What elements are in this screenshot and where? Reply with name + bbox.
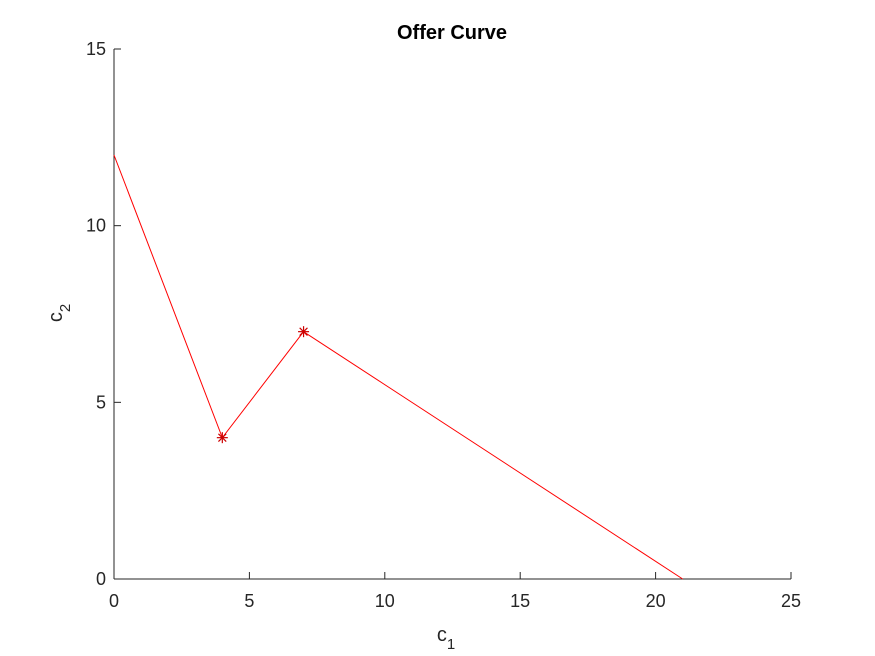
x-axis-label: c1: [437, 624, 455, 653]
y-axis-label: c2: [45, 304, 74, 322]
x-tick-label: 25: [781, 591, 801, 611]
marker-layer: [216, 326, 310, 444]
x-axis-label-subscript: 1: [447, 636, 455, 653]
y-ticks: 0 5 10 15: [86, 39, 121, 589]
x-tick-label: 0: [109, 591, 119, 611]
x-tick-label: 10: [375, 591, 395, 611]
x-tick-label: 15: [510, 591, 530, 611]
chart-title: Offer Curve: [397, 22, 507, 44]
data-point-marker: [298, 326, 310, 338]
y-axis-label-base: c: [45, 312, 67, 322]
data-point-marker: [216, 432, 228, 444]
axes: [113, 49, 791, 580]
marker-stroke: [299, 327, 308, 336]
y-tick-label: 5: [96, 392, 106, 412]
y-axis-label-group: c2: [45, 304, 74, 322]
y-tick-label: 0: [96, 569, 106, 589]
series-layer: [113, 154, 683, 580]
x-tick-label: 20: [646, 591, 666, 611]
marker-stroke: [218, 433, 227, 442]
y-tick-label: 10: [86, 216, 106, 236]
series-line: [113, 154, 683, 580]
x-tick-label: 5: [244, 591, 254, 611]
y-tick-label: 15: [86, 39, 106, 59]
y-axis-label-subscript: 2: [57, 304, 74, 312]
x-ticks: 0 5 10 15 20 25: [109, 572, 801, 611]
x-axis-label-base: c: [437, 624, 447, 646]
